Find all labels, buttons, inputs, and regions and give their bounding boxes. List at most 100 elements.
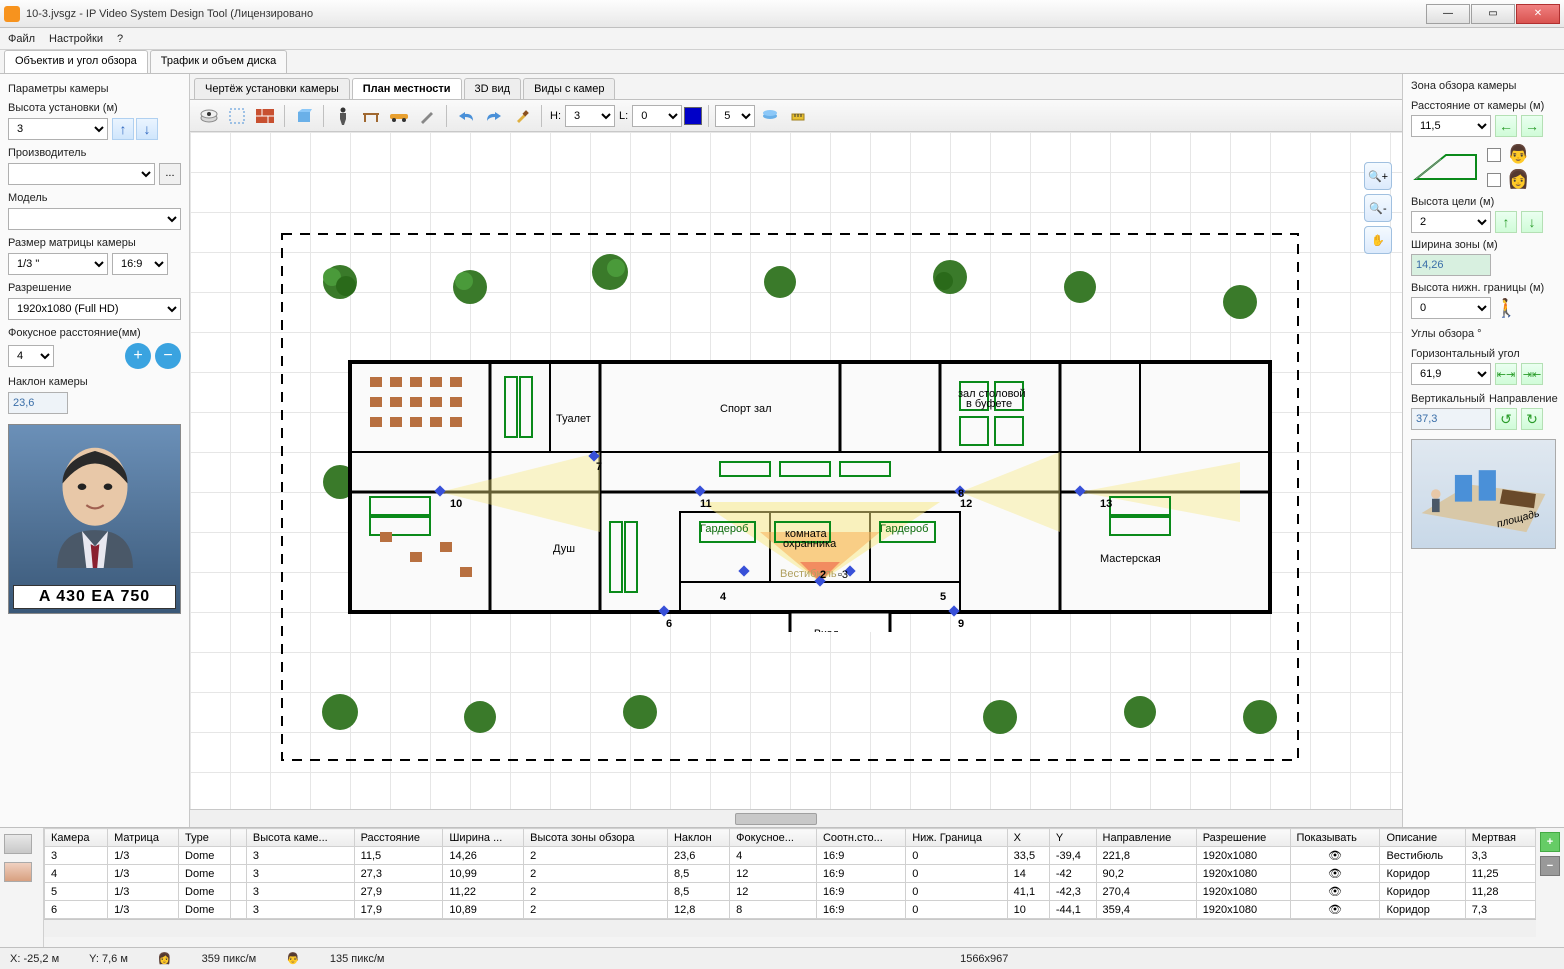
wall-tool-icon[interactable]	[252, 103, 278, 129]
table-hscroll[interactable]	[44, 919, 1536, 937]
tgt-h-select[interactable]: 2	[1411, 211, 1491, 233]
subtab-plan[interactable]: План местности	[352, 78, 462, 99]
person-tool-icon[interactable]	[330, 103, 356, 129]
height-down-icon[interactable]: ↓	[136, 118, 158, 140]
measure-tool-icon[interactable]	[785, 103, 811, 129]
car-tool-icon[interactable]	[386, 103, 412, 129]
table-cell: 0	[906, 901, 1007, 919]
hang-narrow-icon[interactable]: ⇤⇥	[1495, 363, 1517, 385]
plan-canvas[interactable]: Спорт зал Мастерская ▪Вход комната охран…	[190, 132, 1402, 809]
camera-list-icon[interactable]	[4, 834, 32, 854]
table-header[interactable]: Y	[1049, 829, 1096, 847]
target-female-checkbox[interactable]	[1487, 173, 1501, 187]
height-select[interactable]: 3	[8, 118, 108, 140]
tgt-down-icon[interactable]: ↓	[1521, 211, 1543, 233]
focal-minus-button[interactable]: −	[155, 343, 181, 369]
menu-settings[interactable]: Настройки	[49, 33, 103, 45]
target-male-checkbox[interactable]	[1487, 148, 1501, 162]
table-header[interactable]: Высота зоны обзора	[524, 829, 668, 847]
room-buffet2: в буфете	[966, 398, 1012, 410]
rotate-ccw-icon[interactable]: ↺	[1495, 408, 1517, 430]
table-header[interactable]: Высота каме...	[246, 829, 354, 847]
close-button[interactable]: ✕	[1516, 4, 1560, 24]
table-header[interactable]: Расстояние	[354, 829, 443, 847]
pen-tool-icon[interactable]	[414, 103, 440, 129]
tab-lens[interactable]: Объектив и угол обзора	[4, 50, 148, 73]
camera-table-wrap[interactable]: КамераМатрицаType Высота каме...Расстояни…	[44, 828, 1536, 947]
subtab-camviews[interactable]: Виды с камер	[523, 78, 615, 99]
zoom-out-icon[interactable]: 🔍-	[1364, 194, 1392, 222]
status-px1: 359 пикс/м	[202, 953, 257, 965]
table-header[interactable]: Type	[179, 829, 231, 847]
thickness-select[interactable]: 5	[715, 105, 755, 127]
hang-select[interactable]: 61,9	[1411, 363, 1491, 385]
table-header[interactable]: X	[1007, 829, 1049, 847]
aspect-select[interactable]: 16:9	[112, 253, 168, 275]
tilt-field[interactable]	[8, 392, 68, 414]
table-header[interactable]: Мертвая	[1465, 829, 1535, 847]
subtab-3d[interactable]: 3D вид	[464, 78, 522, 99]
table-header[interactable]: Описание	[1380, 829, 1465, 847]
layer-tool-icon[interactable]	[757, 103, 783, 129]
minimize-button[interactable]: —	[1426, 4, 1470, 24]
table-cell: 41,1	[1007, 883, 1049, 901]
table-header[interactable]	[230, 829, 246, 847]
cable-list-icon[interactable]	[4, 862, 32, 882]
focal-select[interactable]: 4	[8, 345, 54, 367]
table-header[interactable]: Матрица	[108, 829, 179, 847]
table-header[interactable]: Соотн.сто...	[816, 829, 905, 847]
subtab-drawing[interactable]: Чертёж установки камеры	[194, 78, 350, 99]
l-select[interactable]: 0	[632, 105, 682, 127]
zone-w-field[interactable]	[1411, 254, 1491, 276]
undo-icon[interactable]	[453, 103, 479, 129]
brush-tool-icon[interactable]	[509, 103, 535, 129]
menu-help[interactable]: ?	[117, 33, 123, 45]
maximize-button[interactable]: ▭	[1471, 4, 1515, 24]
building-floorplan[interactable]: Спорт зал Мастерская ▪Вход комната охран…	[340, 352, 1280, 632]
dist-left-icon[interactable]: ←	[1495, 115, 1517, 137]
table-header[interactable]: Ширина ...	[443, 829, 524, 847]
focal-plus-button[interactable]: +	[125, 343, 151, 369]
box-tool-icon[interactable]	[291, 103, 317, 129]
table-row[interactable]: 61/3Dome317,910,89212,8816:9010-44,1359,…	[45, 901, 1536, 919]
rotate-cw-icon[interactable]: ↻	[1521, 408, 1543, 430]
zoom-in-icon[interactable]: 🔍+	[1364, 162, 1392, 190]
table-header[interactable]: Ниж. Граница	[906, 829, 1007, 847]
lower-select[interactable]: 0	[1411, 297, 1491, 319]
table-header[interactable]: Камера	[45, 829, 108, 847]
table-header[interactable]: Наклон	[667, 829, 729, 847]
canvas-hscroll[interactable]	[190, 809, 1402, 827]
sensor-select[interactable]: 1/3 "	[8, 253, 108, 275]
svg-text:12: 12	[960, 498, 972, 510]
remove-row-button[interactable]: −	[1540, 856, 1560, 876]
add-row-button[interactable]: +	[1540, 832, 1560, 852]
l-label: L:	[619, 110, 628, 122]
table-row[interactable]: 31/3Dome311,514,26223,6416:9033,5-39,422…	[45, 847, 1536, 865]
pan-tool-icon[interactable]: ✋	[1364, 226, 1392, 254]
dist-right-icon[interactable]: →	[1521, 115, 1543, 137]
select-tool-icon[interactable]	[224, 103, 250, 129]
table-header[interactable]: Показывать	[1290, 829, 1380, 847]
face-preview-icon	[9, 425, 180, 581]
dist-select[interactable]: 11,5	[1411, 115, 1491, 137]
height-up-icon[interactable]: ↑	[112, 118, 134, 140]
table-row[interactable]: 41/3Dome327,310,9928,51216:9014-4290,219…	[45, 865, 1536, 883]
fill-color-swatch[interactable]	[684, 107, 702, 125]
redo-icon[interactable]	[481, 103, 507, 129]
hang-wide-icon[interactable]: ⇥⇤	[1521, 363, 1543, 385]
h-select[interactable]: 3	[565, 105, 615, 127]
vang-field[interactable]	[1411, 408, 1491, 430]
res-select[interactable]: 1920x1080 (Full HD)	[8, 298, 181, 320]
table-header[interactable]: Направление	[1096, 829, 1196, 847]
table-header[interactable]: Фокусное...	[730, 829, 817, 847]
model-select[interactable]	[8, 208, 181, 230]
table-header[interactable]: Разрешение	[1196, 829, 1290, 847]
mfr-browse-button[interactable]: ...	[159, 163, 181, 185]
menu-file[interactable]: Файл	[8, 33, 35, 45]
tgt-up-icon[interactable]: ↑	[1495, 211, 1517, 233]
table-tool-icon[interactable]	[358, 103, 384, 129]
camera-tool-icon[interactable]	[196, 103, 222, 129]
table-row[interactable]: 51/3Dome327,911,2228,51216:9041,1-42,327…	[45, 883, 1536, 901]
mfr-select[interactable]	[8, 163, 155, 185]
tab-traffic[interactable]: Трафик и объем диска	[150, 50, 288, 73]
